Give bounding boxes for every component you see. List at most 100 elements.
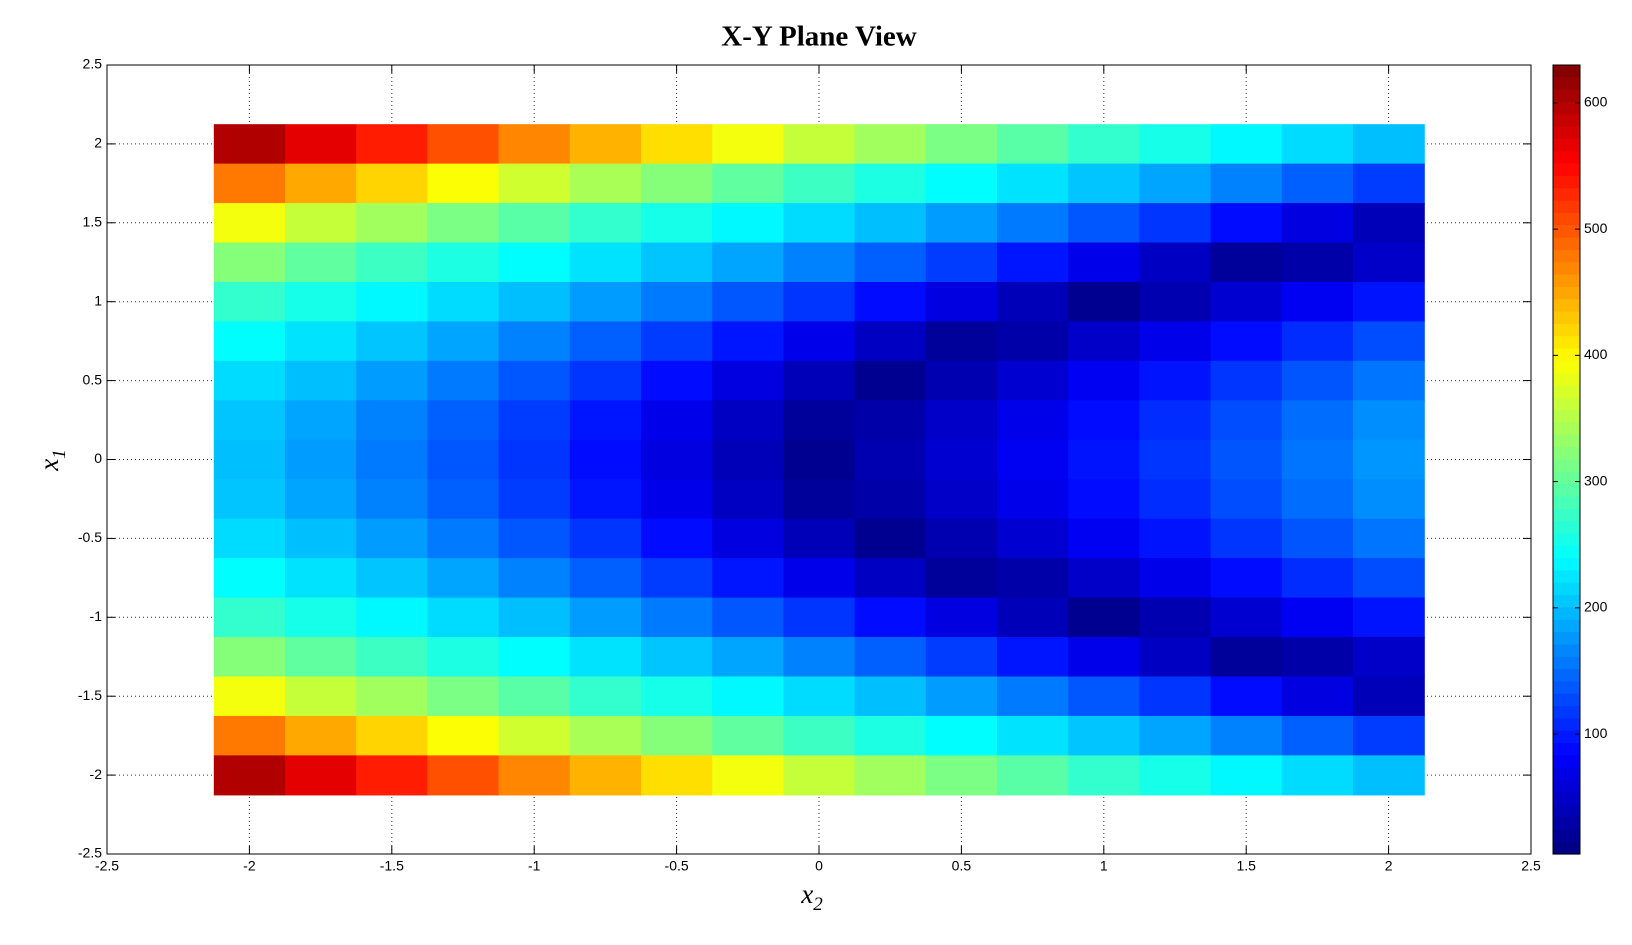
colorbar-swatch: [1553, 151, 1580, 165]
heat-cell: [569, 281, 642, 323]
heat-cell: [498, 479, 571, 520]
heat-cell: [1210, 360, 1283, 401]
heat-cell: [1068, 360, 1140, 401]
heat-cell: [783, 676, 856, 717]
colorbar-swatch: [1553, 126, 1580, 140]
heat-cell: [1281, 558, 1354, 599]
colorbar-swatch: [1553, 212, 1580, 226]
heat-cell: [925, 755, 998, 796]
x-tick-label: -0.5: [665, 858, 689, 874]
heat-cell: [712, 163, 784, 204]
heat-cell: [498, 242, 571, 283]
heat-cell: [1068, 637, 1140, 678]
heat-cell: [498, 400, 571, 441]
colorbar-swatch: [1553, 336, 1580, 350]
heat-cell: [569, 518, 642, 559]
y-tick-label: 0: [94, 450, 102, 466]
colorbar-swatch: [1553, 817, 1580, 830]
heat-cell: [783, 360, 856, 401]
heat-cell: [854, 360, 927, 401]
heat-cell: [1353, 558, 1425, 599]
heat-cell: [285, 281, 357, 323]
heat-cell: [356, 755, 428, 796]
colorbar-swatch: [1553, 632, 1580, 646]
heat-cell: [712, 321, 784, 362]
heat-cell: [285, 124, 357, 165]
heat-cell: [427, 676, 500, 717]
heat-cell: [569, 242, 642, 283]
heat-cell: [997, 518, 1069, 559]
heat-cell: [569, 124, 642, 165]
heat-cell: [569, 558, 642, 599]
heat-cell: [285, 597, 357, 638]
colorbar-swatch: [1553, 65, 1580, 78]
colorbar-tick-label: 200: [1584, 599, 1608, 615]
heat-cell: [1139, 715, 1212, 756]
heat-cell: [854, 124, 927, 165]
colorbar-swatch: [1553, 619, 1580, 633]
heat-cell: [1068, 676, 1140, 717]
heat-cell: [1281, 676, 1354, 717]
heat-cell: [997, 124, 1069, 165]
heat-cell: [783, 597, 856, 638]
heat-cell: [285, 163, 357, 204]
colorbar-swatch: [1553, 225, 1580, 239]
heat-cell: [712, 439, 784, 480]
heat-cell: [1281, 597, 1354, 638]
heat-cell: [569, 597, 642, 638]
colorbar-swatch: [1553, 77, 1580, 91]
heat-cell: [997, 360, 1069, 401]
colorbar-swatch: [1553, 841, 1580, 855]
heat-cell: [925, 518, 998, 559]
colorbar-swatch: [1553, 829, 1580, 843]
colorbar-tick-label: 500: [1584, 220, 1608, 236]
heat-cell: [569, 715, 642, 756]
heat-cell: [997, 676, 1069, 717]
y-label-base: x: [34, 459, 64, 472]
heat-cell: [641, 676, 713, 717]
heat-cell: [498, 597, 571, 638]
heat-cell: [427, 439, 500, 480]
colorbar-swatch: [1553, 323, 1580, 337]
heat-cell: [854, 163, 927, 204]
heat-cell: [1068, 321, 1140, 362]
heat-cell: [1353, 321, 1425, 362]
heat-cell: [641, 479, 713, 520]
heat-cell: [641, 163, 713, 204]
heat-cell: [712, 281, 784, 323]
heat-cell: [1068, 518, 1140, 559]
heat-cell: [1353, 163, 1425, 204]
heat-cell: [641, 597, 713, 638]
heat-cell: [569, 163, 642, 204]
heat-cell: [997, 163, 1069, 204]
heat-cell: [427, 597, 500, 638]
heat-cell: [285, 518, 357, 559]
colorbar-swatch: [1553, 582, 1580, 596]
heat-cell: [1353, 281, 1425, 323]
heat-cell: [427, 715, 500, 756]
colorbar-swatch: [1553, 471, 1580, 485]
y-tick-label: 2.5: [83, 56, 103, 72]
colorbar-swatch: [1553, 706, 1580, 719]
heat-cell: [997, 558, 1069, 599]
colorbar-swatch: [1553, 459, 1580, 473]
heat-cell: [925, 203, 998, 244]
heat-cell: [783, 124, 856, 165]
heat-cell: [1068, 281, 1140, 323]
colorbar-swatch: [1553, 508, 1580, 522]
heat-cell: [1210, 558, 1283, 599]
heat-cell: [712, 676, 784, 717]
heat-cell: [213, 479, 286, 520]
heat-cell: [925, 163, 998, 204]
heat-cell: [498, 360, 571, 401]
heat-cell: [356, 360, 428, 401]
heat-cell: [569, 203, 642, 244]
heat-cell: [356, 281, 428, 323]
colorbar-swatch: [1553, 484, 1580, 498]
heat-cell: [356, 558, 428, 599]
colorbar-swatch: [1553, 237, 1580, 251]
heat-cell: [213, 242, 286, 283]
heat-cell: [285, 479, 357, 520]
heat-cell: [854, 321, 927, 362]
colorbar-swatch: [1553, 299, 1580, 313]
